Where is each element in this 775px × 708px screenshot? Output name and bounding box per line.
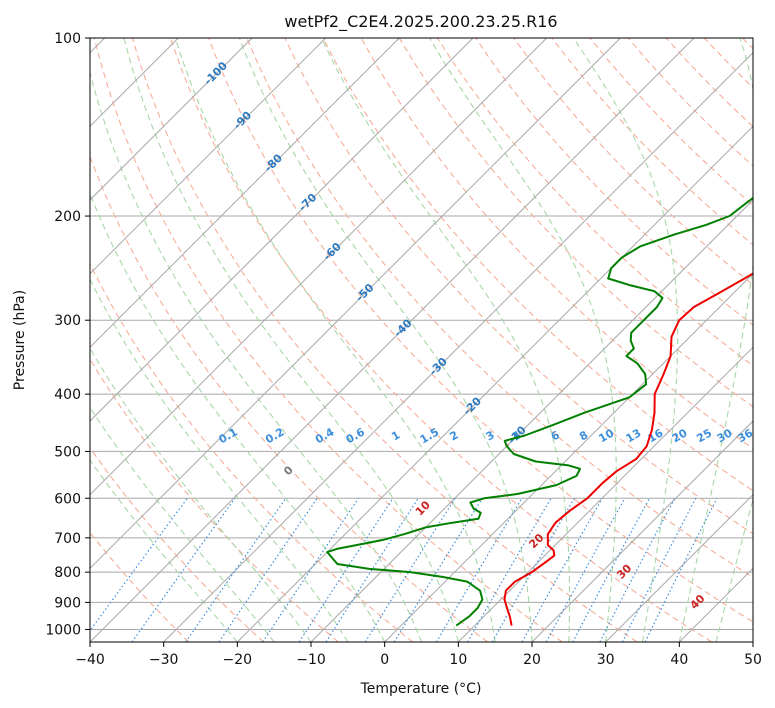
moist-adiabat-line	[90, 406, 275, 642]
isotherm-line	[605, 493, 753, 642]
isotherm-line	[90, 38, 621, 570]
mixing-ratio-line	[572, 498, 651, 642]
dry-adiabat-line	[90, 358, 339, 642]
dry-adiabat-line	[246, 38, 753, 579]
x-tick-label: −40	[75, 652, 105, 668]
x-tick-label: −30	[149, 652, 179, 668]
x-tick-label: 50	[744, 652, 762, 668]
y-tick-label: 600	[54, 491, 81, 507]
dry-adiabat-line	[90, 262, 414, 642]
isotherm-line	[531, 420, 753, 642]
x-tick-label: 30	[597, 652, 615, 668]
isotherm-gridlines	[90, 38, 753, 642]
moist-adiabat-line	[174, 38, 496, 642]
moist-adiabat-line	[90, 192, 386, 642]
dry-adiabat-line	[513, 38, 753, 286]
mixing-ratio-line	[364, 497, 456, 642]
mixing-ratio-line	[325, 497, 419, 642]
x-tick-label: 0	[380, 652, 389, 668]
isotherm-line	[90, 38, 474, 422]
dry-adiabat-line	[208, 38, 753, 623]
moist-adiabat-line	[123, 38, 459, 642]
y-tick-label: 500	[54, 444, 81, 460]
isotherm-line	[384, 272, 753, 642]
mixing-ratio-line	[393, 497, 483, 642]
isotherm-line	[457, 346, 753, 642]
isotherm-line	[90, 38, 695, 642]
moist-adiabat-line	[90, 278, 349, 642]
mixing-ratio-line	[131, 497, 236, 642]
mixing-ratio-line	[218, 497, 318, 642]
moist-adiabat-line	[715, 497, 753, 642]
dewpoint-profile-line	[326, 196, 753, 627]
y-tick-label: 1000	[45, 622, 81, 638]
mixing-ratio-line	[644, 498, 718, 642]
y-tick-label: 400	[54, 387, 81, 403]
plot-frame	[89, 37, 754, 643]
isotherm-line	[310, 199, 753, 642]
isotherm-line	[90, 38, 548, 496]
mixing-ratio-label: 36	[735, 426, 755, 445]
y-tick-label: 300	[54, 313, 81, 329]
temperature-profile-line	[503, 272, 753, 626]
isotherm-line	[236, 125, 753, 642]
isotherm-line	[163, 51, 753, 642]
x-tick-label: 40	[670, 652, 688, 668]
dry-adiabat-line	[475, 38, 753, 326]
y-axis-ticks: 100 200 300 400 500 600 700 800 900 1000	[45, 31, 90, 638]
chart-title: wetPf2_C2E4.2025.200.23.25.R16	[284, 12, 557, 32]
isotherm-line	[90, 38, 327, 275]
moist-adiabat-line	[238, 38, 533, 642]
mixing-ratio-line	[621, 498, 697, 642]
mixing-ratio-line	[599, 498, 676, 642]
y-axis-label: Pressure (hPa)	[12, 290, 28, 390]
x-tick-label: −10	[296, 652, 326, 668]
mixing-ratio-line	[545, 498, 626, 642]
sounding-profiles	[326, 196, 753, 627]
moist-adiabat-line	[90, 70, 423, 642]
mixing-ratio-lines	[90, 497, 718, 642]
moist-adiabat-line	[90, 459, 238, 642]
x-tick-label: 10	[449, 652, 467, 668]
moist-adiabat-line	[429, 38, 617, 642]
moist-adiabats	[90, 38, 753, 642]
moist-adiabat-line	[678, 38, 753, 642]
dry-adiabat-line	[322, 38, 753, 492]
mixing-ratio-line	[262, 497, 360, 642]
dry-adiabat-line	[90, 446, 264, 642]
moist-adiabat-line	[321, 38, 571, 642]
y-tick-label: 100	[54, 31, 81, 47]
moist-adiabat-line	[573, 38, 679, 642]
x-axis-label: Temperature (°C)	[360, 681, 482, 697]
x-tick-label: 20	[523, 652, 541, 668]
dry-adiabat-line	[284, 38, 753, 535]
y-tick-label: 700	[54, 531, 81, 547]
dry-adiabat-line	[131, 38, 638, 642]
x-tick-label: −20	[223, 652, 253, 668]
mixing-ratio-line	[90, 497, 188, 632]
y-tick-label: 200	[54, 209, 81, 225]
y-tick-label: 800	[54, 565, 81, 581]
y-tick-label: 900	[54, 595, 81, 611]
x-axis-ticks: −40 −30 −20 −10 0 10 20 30 40 50	[75, 642, 762, 668]
isotherm-line	[90, 38, 400, 349]
isotherm-line	[90, 38, 253, 201]
